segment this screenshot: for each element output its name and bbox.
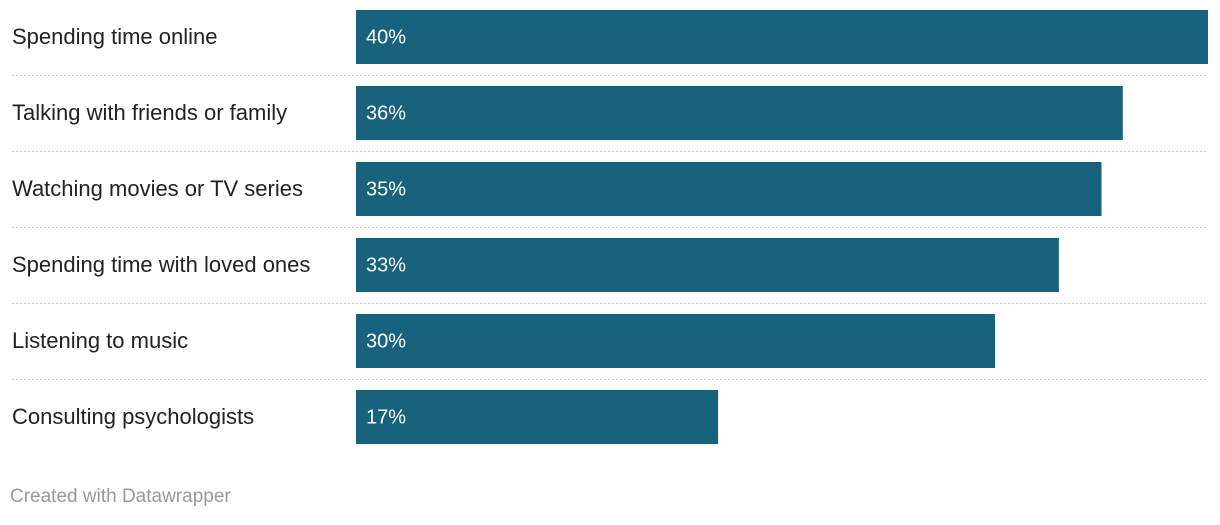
bar — [356, 314, 995, 368]
credit: Created with Datawrapper — [10, 486, 231, 507]
bar — [356, 162, 1102, 216]
value-label: 40% — [366, 26, 406, 48]
value-label: 33% — [366, 254, 406, 276]
value-label: 30% — [366, 330, 406, 352]
category-label: Listening to music — [12, 328, 188, 353]
bar — [356, 390, 719, 444]
bar — [356, 238, 1059, 292]
category-label: Consulting psychologists — [12, 404, 254, 429]
category-label: Spending time with loved ones — [12, 252, 310, 277]
bar — [356, 86, 1123, 140]
bar — [356, 10, 1208, 64]
value-label: 17% — [366, 406, 406, 428]
category-label: Talking with friends or family — [12, 100, 287, 125]
value-label: 36% — [366, 102, 406, 124]
category-label: Spending time online — [12, 24, 217, 49]
value-label: 35% — [366, 178, 406, 200]
category-label: Watching movies or TV series — [12, 176, 303, 201]
